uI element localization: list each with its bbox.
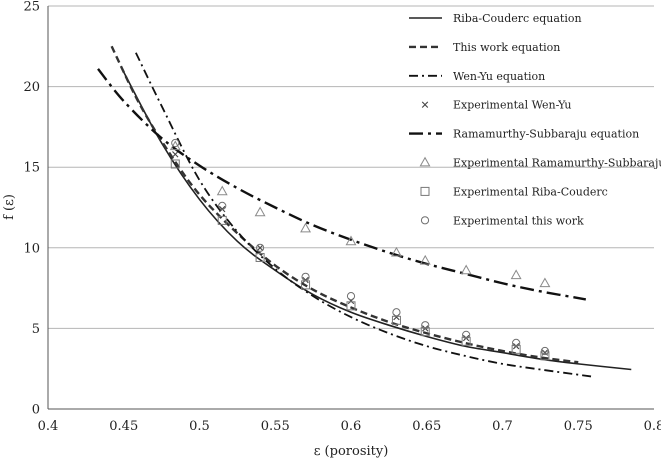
y-tick-label: 0 bbox=[32, 403, 40, 418]
data-point-experimental-this-work bbox=[171, 138, 180, 148]
data-point-experimental-ramamurthy-subbaraju bbox=[419, 254, 431, 265]
series-line-riba-couderc-equation bbox=[123, 71, 632, 371]
y-tick-label: 10 bbox=[23, 241, 40, 256]
legend-label-experimental-ramamurthy-subbaraju: Experimental Ramamurthy-Subbaraju bbox=[453, 157, 661, 170]
data-point-experimental-wen-yu bbox=[256, 244, 264, 251]
x-tick-label: 0.55 bbox=[261, 419, 290, 434]
x-tick-label: 0.5 bbox=[189, 419, 210, 434]
x-tick-label: 0.7 bbox=[492, 419, 513, 434]
legend-label-experimental-wen-yu: Experimental Wen-Yu bbox=[453, 99, 571, 112]
legend-label-experimental-riba-couderc: Experimental Riba-Couderc bbox=[453, 185, 608, 198]
series bbox=[97, 45, 632, 378]
data-point-experimental-riba-couderc bbox=[255, 252, 265, 262]
data-point-experimental-riba-couderc bbox=[511, 344, 521, 354]
series-line-ramamurthy-subbaraju-equation bbox=[97, 68, 587, 301]
legend-marker-experimental-ramamurthy-subbaraju bbox=[419, 156, 431, 167]
data-point-experimental-ramamurthy-subbaraju bbox=[300, 222, 312, 233]
axes bbox=[47, 6, 654, 410]
data-point-experimental-this-work bbox=[346, 292, 356, 301]
series-points-experimental-this-work bbox=[171, 138, 550, 356]
data-point-experimental-ramamurthy-subbaraju bbox=[345, 235, 357, 246]
legend-marker-experimental-riba-couderc bbox=[420, 186, 430, 196]
data-point-experimental-ramamurthy-subbaraju bbox=[510, 269, 522, 280]
legend-label-experimental-this-work: Experimental this work bbox=[453, 214, 584, 227]
data-point-experimental-this-work bbox=[392, 308, 401, 317]
legend-label-this-work-equation: This work equation bbox=[453, 41, 560, 54]
series-points-experimental-ramamurthy-subbaraju bbox=[169, 140, 551, 288]
data-point-experimental-riba-couderc bbox=[540, 351, 550, 361]
data-point-experimental-this-work bbox=[421, 321, 430, 330]
legend-label-riba-couderc-equation: Riba-Couderc equation bbox=[453, 12, 582, 25]
data-point-experimental-ramamurthy-subbaraju bbox=[460, 264, 472, 275]
x-tick-label: 0.6 bbox=[341, 419, 362, 434]
grid bbox=[48, 5, 654, 329]
x-tick-label: 0.45 bbox=[109, 419, 138, 434]
legend-marker-experimental-this-work bbox=[420, 216, 430, 225]
legend-marker-experimental-wen-yu bbox=[421, 101, 429, 108]
series-points-experimental-riba-couderc bbox=[170, 159, 550, 361]
y-tick-label: 20 bbox=[23, 80, 40, 95]
tick-labels: 0 5 10 15 20 25 0.4 0.45 0.5 0.55 0.6 0.65 0.7 0.75 0.… bbox=[23, 0, 661, 434]
data-point-experimental-wen-yu bbox=[172, 151, 179, 158]
data-point-experimental-this-work bbox=[256, 243, 265, 252]
data-point-experimental-riba-couderc bbox=[420, 327, 430, 337]
data-point-experimental-this-work bbox=[462, 330, 471, 339]
series-line-this-work-equation bbox=[110, 45, 579, 364]
data-point-experimental-this-work bbox=[512, 338, 521, 348]
x-tick-label: 0.65 bbox=[412, 419, 441, 434]
legend: Riba-Couderc equation This work equation W… bbox=[409, 12, 661, 227]
x-axis-title: ε (porosity) bbox=[314, 444, 389, 459]
data-point-experimental-riba-couderc bbox=[217, 215, 227, 225]
legend-label-wen-yu-equation: Wen-Yu equation bbox=[453, 70, 545, 83]
series-line-wen-yu-equation bbox=[135, 52, 594, 378]
y-tick-label: 5 bbox=[32, 322, 40, 337]
x-tick-label: 0.8 bbox=[644, 419, 661, 434]
y-axis-title: f (ε) bbox=[2, 194, 17, 220]
data-point-experimental-this-work bbox=[218, 201, 227, 210]
data-point-experimental-riba-couderc bbox=[170, 159, 180, 169]
data-point-experimental-this-work bbox=[301, 272, 310, 281]
data-point-experimental-riba-couderc bbox=[461, 336, 471, 346]
legend-label-ramamurthy-subbaraju-equation: Ramamurthy-Subbaraju equation bbox=[453, 128, 639, 141]
data-point-experimental-ramamurthy-subbaraju bbox=[216, 185, 228, 196]
data-point-experimental-ramamurthy-subbaraju bbox=[390, 246, 402, 257]
x-tick-label: 0.4 bbox=[38, 419, 59, 434]
data-point-experimental-riba-couderc bbox=[346, 301, 356, 311]
data-point-experimental-this-work bbox=[540, 346, 550, 356]
y-tick-label: 15 bbox=[23, 161, 40, 176]
data-point-experimental-ramamurthy-subbaraju bbox=[254, 206, 266, 217]
data-point-experimental-ramamurthy-subbaraju bbox=[539, 277, 551, 288]
y-tick-label: 25 bbox=[23, 0, 40, 15]
x-tick-label: 0.75 bbox=[564, 419, 593, 434]
